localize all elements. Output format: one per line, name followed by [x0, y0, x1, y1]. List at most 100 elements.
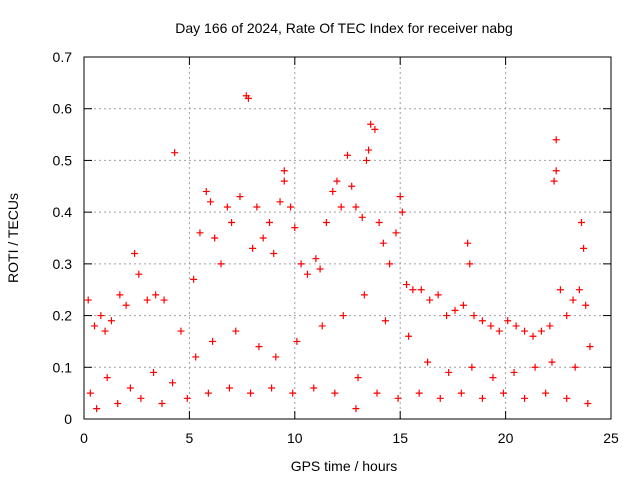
data-point — [375, 218, 383, 226]
data-point — [466, 260, 474, 268]
data-point — [287, 203, 295, 211]
y-axis-label: ROTI / TECUs — [5, 193, 21, 283]
data-point — [348, 182, 356, 190]
data-point — [333, 177, 341, 185]
y-tick-label: 0.2 — [53, 308, 73, 324]
data-point — [223, 203, 231, 211]
data-point — [158, 399, 166, 407]
data-point — [135, 270, 143, 278]
data-point — [487, 322, 495, 330]
data-point — [415, 389, 423, 397]
data-point — [577, 218, 585, 226]
y-tick-label: 0.3 — [53, 256, 73, 272]
x-axis-label: GPS time / hours — [291, 458, 398, 474]
data-point — [556, 286, 564, 294]
data-point — [266, 218, 274, 226]
data-point — [122, 301, 130, 309]
data-point — [424, 358, 432, 366]
data-point — [358, 213, 366, 221]
data-point — [552, 167, 560, 175]
data-point — [211, 234, 219, 242]
data-point — [529, 332, 537, 340]
y-tick-label: 0.6 — [53, 101, 73, 117]
plot-frame — [83, 56, 612, 420]
data-point — [478, 317, 486, 325]
data-point — [362, 156, 370, 164]
data-point — [93, 405, 101, 413]
data-point — [470, 312, 478, 320]
data-point — [303, 270, 311, 278]
data-point — [563, 312, 571, 320]
data-point — [571, 363, 579, 371]
x-tick-label: 0 — [80, 430, 88, 446]
data-point — [272, 353, 280, 361]
data-point — [499, 389, 507, 397]
data-point — [396, 193, 404, 201]
data-point — [445, 368, 453, 376]
data-point — [360, 291, 368, 299]
data-point — [137, 394, 145, 402]
data-point — [103, 374, 111, 382]
data-point — [409, 286, 417, 294]
data-point — [114, 399, 122, 407]
data-point — [196, 229, 204, 237]
data-point — [84, 296, 92, 304]
data-point — [329, 187, 337, 195]
data-point — [451, 306, 459, 314]
data-point — [206, 198, 214, 206]
data-point — [478, 394, 486, 402]
data-point — [352, 203, 360, 211]
data-point — [403, 281, 411, 289]
data-point — [582, 301, 590, 309]
data-point — [126, 384, 134, 392]
data-point — [150, 368, 158, 376]
data-point — [280, 177, 288, 185]
data-point — [101, 327, 109, 335]
data-point — [337, 203, 345, 211]
data-point — [352, 405, 360, 413]
data-point — [171, 149, 179, 157]
data-point — [143, 296, 151, 304]
data-point — [192, 353, 200, 361]
data-point — [584, 399, 592, 407]
y-tick-label: 0.5 — [53, 152, 73, 168]
data-point — [434, 291, 442, 299]
data-point — [228, 218, 236, 226]
data-point — [310, 384, 318, 392]
data-point — [116, 291, 124, 299]
data-point — [464, 239, 472, 247]
data-point — [86, 389, 94, 397]
data-point — [394, 394, 402, 402]
data-point — [255, 343, 263, 351]
data-point — [504, 317, 512, 325]
data-point — [381, 317, 389, 325]
data-point — [586, 343, 594, 351]
data-point — [379, 239, 387, 247]
data-point — [546, 322, 554, 330]
data-point — [550, 177, 558, 185]
data-point — [531, 363, 539, 371]
x-tick-label: 10 — [287, 430, 303, 446]
data-point — [225, 384, 233, 392]
data-point — [563, 394, 571, 402]
data-point — [521, 394, 529, 402]
data-point — [331, 389, 339, 397]
data-point — [417, 286, 425, 294]
data-point — [291, 224, 299, 232]
data-point — [537, 327, 545, 335]
data-point — [169, 379, 177, 387]
data-point — [495, 327, 503, 335]
data-point — [297, 260, 305, 268]
data-point — [249, 244, 257, 252]
data-point — [202, 187, 210, 195]
data-point — [580, 244, 588, 252]
data-point — [457, 389, 465, 397]
data-point — [373, 389, 381, 397]
data-point — [339, 312, 347, 320]
data-point — [371, 125, 379, 133]
x-tick-label: 20 — [498, 430, 514, 446]
data-point — [392, 229, 400, 237]
data-point — [552, 136, 560, 144]
data-point — [365, 146, 373, 154]
